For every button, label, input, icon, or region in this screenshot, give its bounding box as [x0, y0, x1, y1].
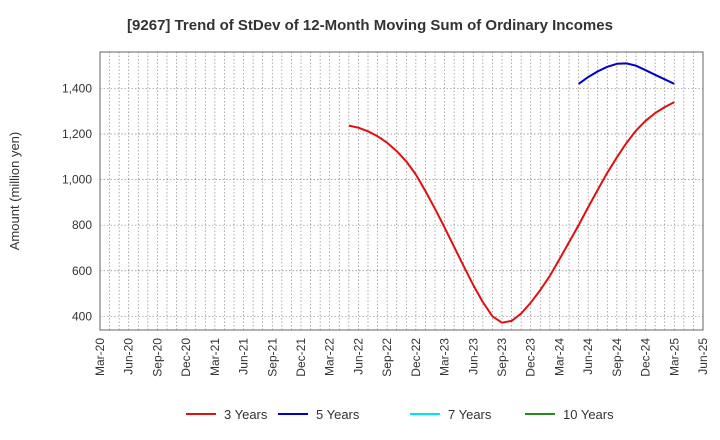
y-tick-label: 400: [72, 309, 92, 323]
y-axis-label: Amount (million yen): [7, 132, 22, 251]
x-tick-label: Mar-21: [208, 338, 222, 376]
x-tick-label: Mar-20: [93, 338, 107, 376]
series-line: [348, 101, 675, 324]
x-tick-label: Mar-25: [667, 338, 681, 376]
x-tick-label: Mar-23: [438, 338, 452, 376]
x-tick-label: Dec-20: [179, 338, 193, 377]
y-tick-label: 1,200: [62, 127, 92, 141]
x-tick-label: Sep-23: [495, 338, 509, 377]
x-tick-label: Dec-24: [639, 338, 653, 377]
y-tick-label: 1,400: [62, 81, 92, 95]
x-tick-label: Sep-20: [150, 338, 164, 377]
x-tick-label: Dec-23: [524, 338, 538, 377]
x-tick-label: Jun-20: [122, 338, 136, 375]
y-axis: 400 600 800 1,000 1,200 1,400: [62, 81, 92, 323]
series-line: [578, 62, 675, 85]
plot-area: [99, 51, 704, 331]
legend-label: 10 Years: [563, 407, 614, 422]
legend-label: 3 Years: [224, 407, 268, 422]
x-tick-label: Sep-24: [610, 338, 624, 377]
x-tick-label: Jun-24: [581, 338, 595, 375]
grid: [99, 52, 704, 330]
x-tick-label: Mar-24: [552, 338, 566, 376]
y-tick-label: 600: [72, 264, 92, 278]
x-tick-label: Jun-25: [696, 338, 710, 375]
x-tick-label: Sep-21: [265, 338, 279, 377]
x-axis: Mar-20 Jun-20 Sep-20 Dec-20 Mar-21 Jun-21 Sep-…: [93, 338, 710, 377]
y-tick-label: 800: [72, 218, 92, 232]
series-lines: [348, 62, 675, 324]
chart-title: [9267] Trend of StDev of 12-Month Moving…: [127, 17, 613, 34]
x-tick-label: Sep-22: [380, 338, 394, 377]
x-tick-label: Jun-22: [351, 338, 365, 375]
y-tick-label: 1,000: [62, 173, 92, 187]
legend: 3 Years 5 Years 7 Years 10 Years: [186, 407, 614, 422]
legend-label: 7 Years: [448, 407, 492, 422]
x-tick-label: Dec-21: [294, 338, 308, 377]
legend-label: 5 Years: [316, 407, 360, 422]
x-tick-label: Dec-22: [409, 338, 423, 377]
x-tick-label: Mar-22: [323, 338, 337, 376]
x-tick-label: Jun-23: [466, 338, 480, 375]
x-tick-label: Jun-21: [237, 338, 251, 375]
